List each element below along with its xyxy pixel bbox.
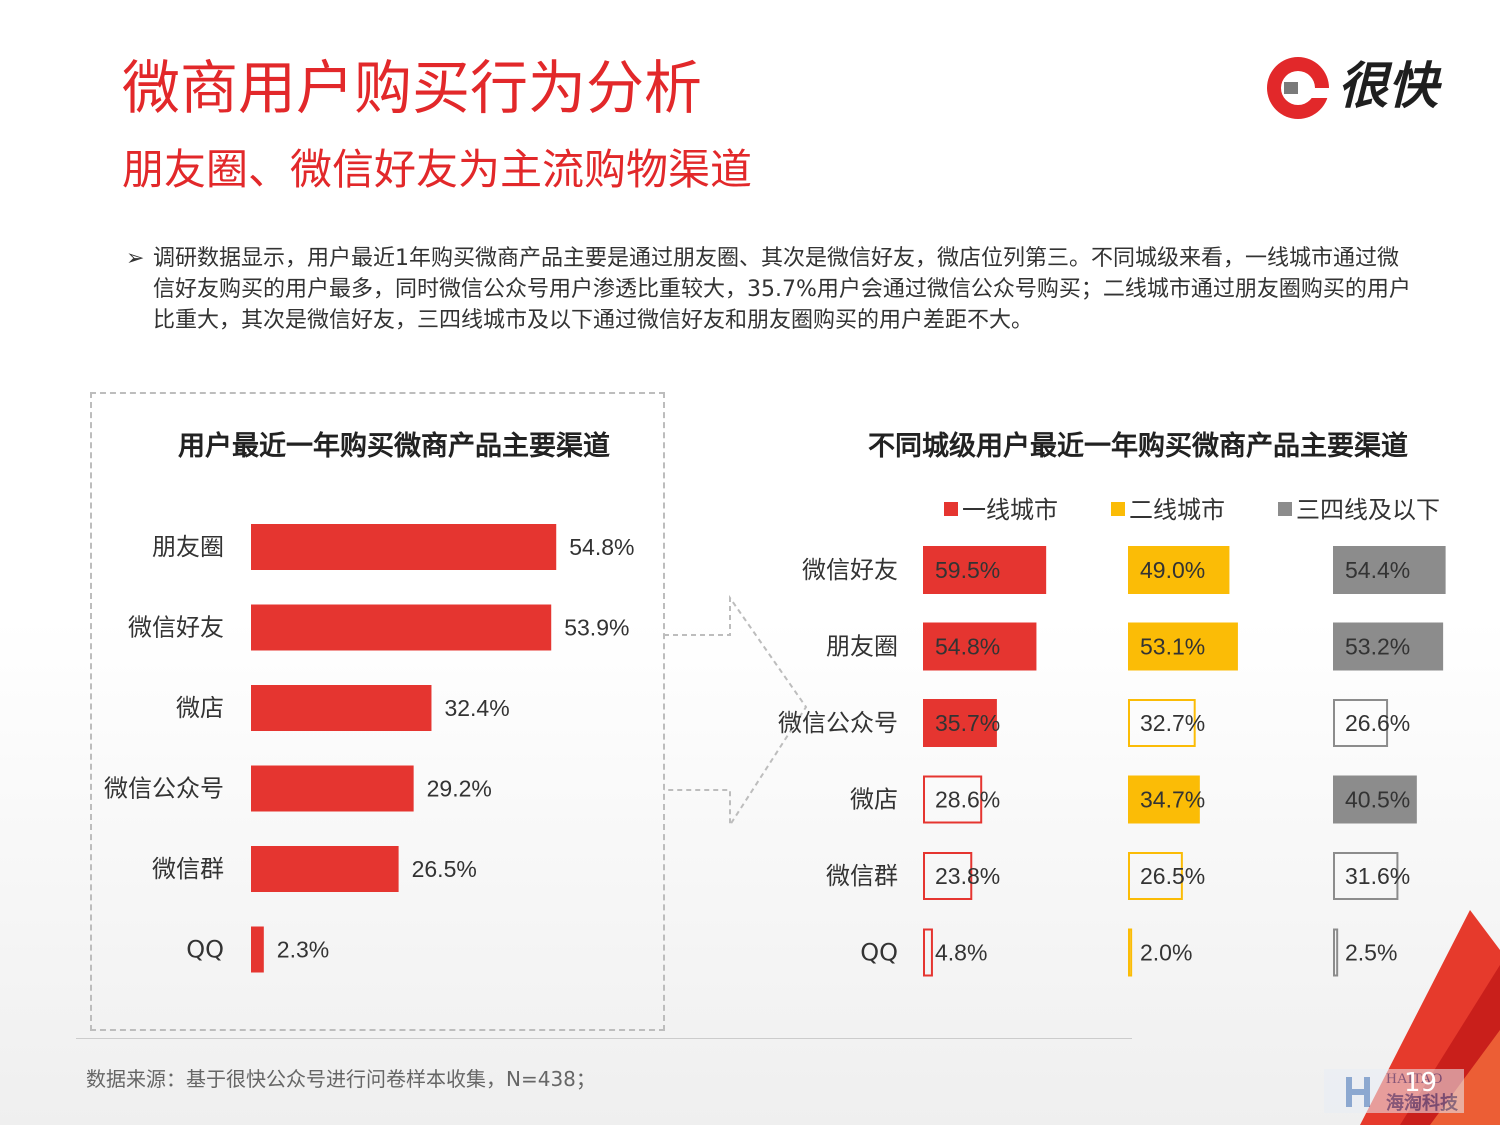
bar	[1128, 775, 1200, 824]
value-label: 4.8%	[935, 940, 987, 966]
watermark-text: 海淘科技	[1386, 1093, 1458, 1114]
legend-swatch-tier3	[1278, 502, 1292, 516]
bar	[923, 622, 1037, 671]
value-label: 31.6%	[1345, 863, 1410, 889]
bar	[1128, 852, 1183, 900]
bar	[251, 765, 414, 812]
value-label: 23.8%	[935, 863, 1000, 889]
legend-item-tier2: 二线城市	[1111, 490, 1225, 525]
logo-text: 很快	[1338, 57, 1438, 115]
legend-swatch-tier2	[1111, 502, 1125, 516]
value-label: 34.7%	[1140, 787, 1205, 813]
value-label: 59.5%	[935, 557, 1000, 583]
legend-label-tier2: 二线城市	[1129, 496, 1225, 524]
legend-label-tier3: 三四线及以下	[1296, 496, 1440, 524]
bar	[923, 699, 997, 747]
data-source-note: 数据来源：基于很快公众号进行问卷样本收集，N=438；	[86, 1067, 596, 1091]
value-label: 32.7%	[1140, 710, 1205, 736]
watermark-logo: HAITAO 海淘科技	[1324, 1069, 1464, 1114]
value-label: 28.6%	[935, 787, 1000, 813]
summary-text: 调研数据显示，用户最近1年购买微商产品主要是通过朋友圈、其次是微信好友，微店位列…	[153, 246, 1411, 333]
bar	[1333, 699, 1389, 747]
bar	[251, 685, 432, 731]
value-label: 2.0%	[1140, 940, 1192, 966]
category-label: 微信好友	[128, 614, 224, 642]
watermark-latin: HAITAO	[1386, 1071, 1443, 1087]
watermark-h-icon	[1324, 1069, 1464, 1113]
bar	[1333, 622, 1444, 671]
value-label: 40.5%	[1345, 787, 1410, 813]
value-label: 54.8%	[569, 534, 634, 560]
bar	[251, 926, 264, 973]
category-label: 朋友圈	[152, 533, 224, 561]
value-label: 26.5%	[1140, 863, 1205, 889]
page-title: 微商用户购买行为分析	[122, 54, 703, 122]
category-label: 微信群	[152, 855, 224, 883]
summary-paragraph: ➢ 调研数据显示，用户最近1年购买微商产品主要是通过朋友圈、其次是微信好友，微店…	[126, 243, 1416, 336]
dashed-arrow-icon	[664, 594, 808, 829]
bar	[1333, 775, 1417, 824]
bar	[923, 852, 973, 900]
left-chart-title: 用户最近一年购买微商产品主要渠道	[178, 431, 610, 462]
bar	[1333, 928, 1339, 977]
value-label: 35.7%	[935, 710, 1000, 736]
legend-item-tier3: 三四线及以下	[1278, 490, 1440, 525]
value-label: 32.4%	[444, 695, 509, 721]
bar	[1128, 699, 1196, 747]
bullet-arrow-icon: ➢	[126, 246, 145, 271]
category-label: 微店	[176, 694, 224, 722]
footer-divider	[76, 1038, 1132, 1039]
bar	[923, 546, 1047, 594]
legend-label-tier1: 一线城市	[962, 496, 1058, 524]
legend-swatch-tier1	[944, 502, 958, 516]
value-label: 49.0%	[1140, 557, 1205, 583]
brand-logo: 很快	[1262, 52, 1462, 124]
value-label: 26.5%	[412, 856, 477, 882]
bar	[251, 846, 399, 892]
value-label: 26.6%	[1345, 710, 1410, 736]
category-label: 微信公众号	[104, 775, 224, 803]
bar	[251, 604, 552, 651]
category-label: 朋友圈	[826, 633, 898, 661]
value-label: 2.3%	[277, 937, 329, 963]
bar	[251, 524, 557, 570]
category-label: 微信群	[826, 862, 898, 890]
bar	[1128, 928, 1133, 977]
value-label: 54.8%	[935, 634, 1000, 660]
value-label: 53.9%	[564, 615, 629, 641]
page-subtitle: 朋友圈、微信好友为主流购物渠道	[122, 145, 753, 194]
category-label: QQ	[186, 936, 224, 964]
legend-item-tier1: 一线城市	[944, 490, 1058, 525]
bar	[1128, 546, 1230, 594]
page-number: 19	[1404, 1068, 1438, 1098]
logo-mark-icon	[1267, 57, 1332, 119]
value-label: 29.2%	[427, 776, 492, 802]
bar	[1128, 622, 1238, 671]
value-label: 54.4%	[1345, 557, 1410, 583]
bar	[1333, 852, 1399, 900]
left-chart-frame	[90, 392, 665, 1031]
value-label: 53.1%	[1140, 634, 1205, 660]
category-label: 微信公众号	[778, 709, 898, 737]
category-label: QQ	[860, 939, 898, 967]
bar	[923, 775, 983, 824]
category-label: 微店	[850, 786, 898, 814]
right-chart-title: 不同城级用户最近一年购买微商产品主要渠道	[868, 431, 1408, 462]
bar	[923, 928, 933, 977]
value-label: 2.5%	[1345, 940, 1397, 966]
value-label: 53.2%	[1345, 634, 1410, 660]
category-label: 微信好友	[802, 556, 898, 584]
bar	[1333, 546, 1446, 594]
